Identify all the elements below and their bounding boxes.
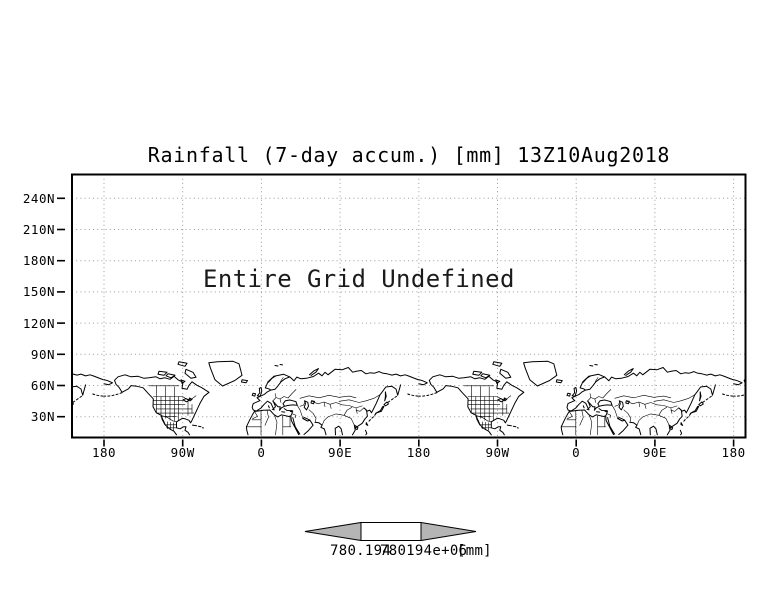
- lat-tick-label: 180N: [22, 253, 55, 269]
- colorbar-max-label: 780194e+06: [380, 543, 468, 559]
- colorbar-left-arrow: [304, 521, 362, 542]
- graticule-grid: [72, 174, 746, 438]
- lon-tick-label: 90E: [328, 445, 353, 460]
- plot-frame: [71, 173, 747, 439]
- lat-tick-label: 60N: [30, 378, 55, 393]
- colorbar-min-label: 780.194: [330, 543, 392, 559]
- lon-tick-label: 90W: [170, 445, 195, 460]
- lat-tick-label: 120N: [22, 315, 55, 331]
- lon-tick-label: 180: [721, 445, 746, 460]
- lat-tick-label: 30N: [30, 409, 55, 425]
- axis-ticks: [57, 197, 735, 447]
- colorbar-box: [360, 522, 422, 541]
- world-map: [72, 360, 745, 436]
- undefined-grid-notice: Entire Grid Undefined: [203, 265, 515, 293]
- lon-tick-label: 0: [572, 445, 581, 460]
- lon-tick-label: 90E: [642, 445, 667, 460]
- plot-title: Rainfall (7-day accum.) [mm] 13Z10Aug201…: [147, 143, 671, 167]
- lat-tick-label: 210N: [22, 222, 55, 237]
- lat-tick-label: 240N: [22, 190, 55, 206]
- lat-tick-label: 150N: [22, 284, 55, 300]
- lat-tick-label: 90N: [30, 346, 55, 362]
- colorbar-right-arrow: [420, 521, 477, 542]
- lon-tick-label: 0: [257, 445, 266, 460]
- lon-tick-label: 180: [91, 445, 117, 460]
- lon-tick-label: 180: [406, 445, 431, 460]
- colorbar-units-label: [mm]: [457, 543, 492, 559]
- colorbar: [304, 521, 477, 542]
- lon-tick-label: 90W: [485, 445, 510, 460]
